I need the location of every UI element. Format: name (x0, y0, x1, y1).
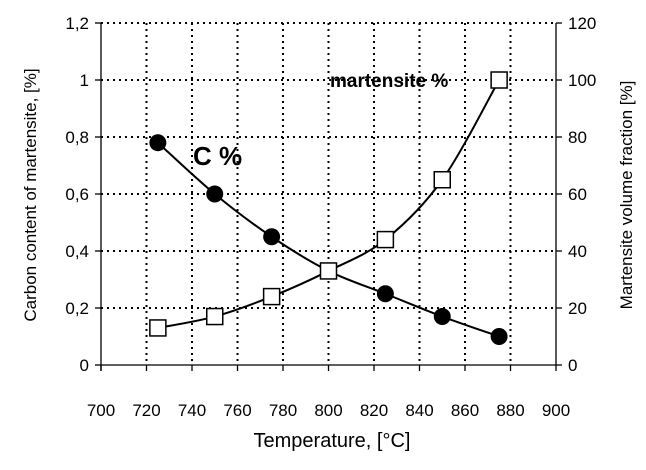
x-tick-labels: 700 720 740 760 780 800 820 840 860 880 900 (87, 401, 570, 420)
martensite-series-point (262, 287, 281, 306)
carbon-series-point (376, 285, 394, 303)
y-left-tick-label: 0,4 (65, 242, 89, 261)
y-right-axis-label: Martensite volume fraction [%] (617, 81, 636, 310)
grid (101, 22, 556, 365)
y-left-tick-label: 0,6 (65, 185, 89, 204)
carbon-series-point (433, 308, 451, 326)
martensite-series-point (433, 171, 451, 189)
y-right-tick-label: 100 (568, 71, 596, 90)
x-tick-label: 820 (360, 401, 388, 420)
carbon-series-point (263, 228, 281, 246)
y-left-tick-label: 1 (80, 71, 89, 90)
martensite-series-point (149, 319, 167, 337)
y-left-tick-label: 0,2 (65, 299, 89, 318)
x-tick-label: 720 (132, 401, 160, 420)
x-tick-label: 760 (223, 401, 251, 420)
martensite-annotation: martensite % (330, 71, 448, 92)
x-tick-label: 880 (496, 401, 524, 420)
y-left-tick-label: 0 (80, 356, 89, 375)
x-tick-label: 780 (269, 401, 297, 420)
x-axis-label: Temperature, [°C] (254, 430, 411, 452)
carbon-series-point (149, 134, 167, 152)
y-right-tick-label: 80 (568, 128, 587, 147)
y-right-tick-labels: 0 20 40 60 80 100 120 (568, 14, 596, 375)
x-tick-label: 840 (405, 401, 433, 420)
x-tick-label: 700 (87, 401, 115, 420)
y-right-tick-label: 0 (568, 356, 577, 375)
y-left-tick-labels: 0 0,2 0,4 0,6 0,8 1 1,2 (65, 14, 89, 375)
martensite-series-point (319, 262, 338, 280)
martensite-series-point (490, 71, 508, 89)
y-left-axis-label: Carbon content of martensite, [%] (21, 68, 40, 321)
series (149, 71, 508, 345)
y-right-tick-label: 40 (568, 242, 587, 261)
carbon-annotation: C % (193, 141, 242, 171)
x-tick-label: 860 (451, 401, 479, 420)
x-tick-label: 900 (542, 401, 570, 420)
martensite-series-point (206, 307, 224, 326)
y-right-tick-label: 20 (568, 299, 587, 318)
carbon-series-point (490, 328, 508, 345)
martensite-series-point (376, 230, 395, 249)
x-tick-label: 740 (178, 401, 206, 420)
y-right-tick-label: 60 (568, 185, 587, 204)
carbon-series-point (206, 185, 224, 203)
axes (95, 22, 562, 371)
y-left-tick-label: 0,8 (65, 128, 89, 147)
y-right-tick-label: 120 (568, 14, 596, 33)
y-left-tick-label: 1,2 (65, 14, 89, 33)
x-tick-label: 800 (314, 401, 342, 420)
